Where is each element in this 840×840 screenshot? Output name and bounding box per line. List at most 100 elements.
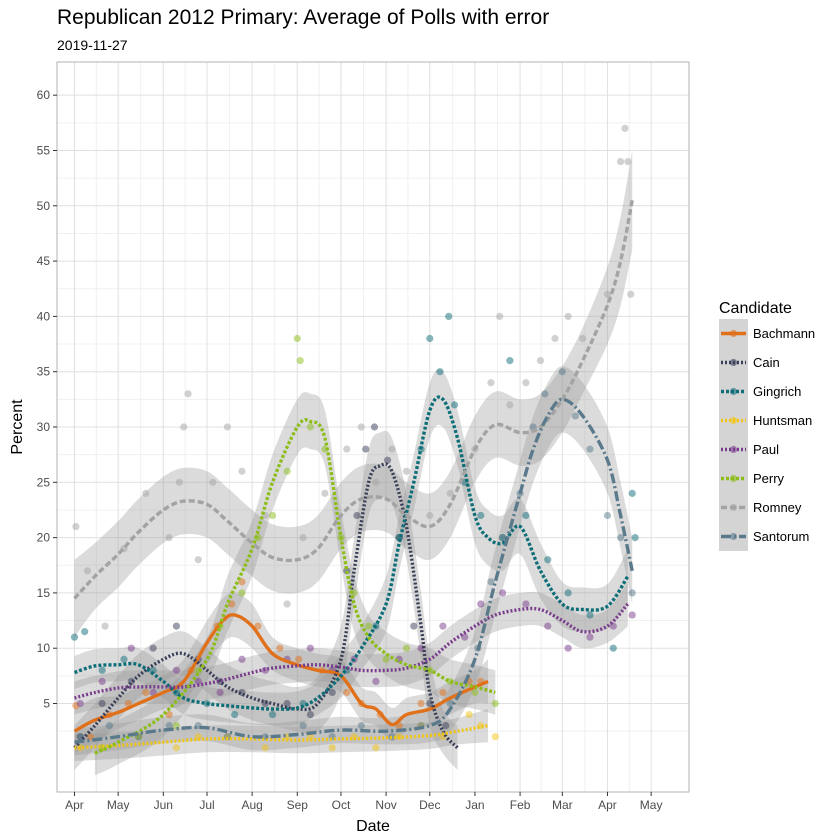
point-santorum bbox=[558, 368, 566, 376]
legend-label-romney: Romney bbox=[753, 500, 802, 515]
point-huntsman bbox=[261, 744, 269, 752]
legend-dot-gingrich bbox=[729, 387, 738, 396]
point-gingrich bbox=[564, 589, 572, 597]
point-romney bbox=[564, 312, 572, 320]
point-paul bbox=[98, 677, 106, 685]
point-santorum bbox=[223, 733, 231, 741]
point-romney bbox=[238, 467, 246, 475]
y-tick-label: 55 bbox=[37, 143, 51, 157]
point-romney bbox=[446, 489, 454, 497]
y-tick-label: 25 bbox=[37, 475, 51, 489]
legend-dot-perry bbox=[729, 474, 738, 483]
line-santorum bbox=[74, 397, 634, 744]
point-perry bbox=[172, 722, 181, 730]
point-huntsman bbox=[439, 733, 447, 741]
x-tick-label: Oct bbox=[332, 798, 351, 812]
y-axis-title: Percent bbox=[9, 399, 26, 455]
point-perry bbox=[365, 622, 373, 630]
point-paul bbox=[499, 589, 507, 597]
line-romney bbox=[73, 199, 634, 600]
point-perry bbox=[268, 511, 277, 520]
legend-dot-bachmann bbox=[729, 329, 738, 338]
point-bachmann bbox=[295, 655, 303, 663]
chart-title: Republican 2012 Primary: Average of Poll… bbox=[57, 6, 550, 29]
point-romney bbox=[283, 600, 291, 608]
point-santorum bbox=[541, 390, 549, 398]
point-paul bbox=[194, 677, 202, 685]
band-cain bbox=[74, 430, 458, 770]
y-tick-label: 35 bbox=[37, 365, 51, 379]
point-santorum bbox=[616, 534, 625, 542]
point-paul bbox=[306, 644, 314, 652]
grid-major bbox=[57, 62, 689, 792]
point-romney bbox=[388, 445, 396, 453]
point-romney bbox=[184, 390, 192, 398]
y-tick-label: 45 bbox=[37, 254, 51, 268]
y-tick-label: 30 bbox=[37, 420, 51, 434]
x-axis-ticks: Apr May Jun Jul Aug Sep Oct Nov Dec Jan Feb Mar Apr M… bbox=[65, 792, 662, 812]
point-paul bbox=[76, 699, 84, 708]
line-gingrich bbox=[73, 395, 630, 711]
y-tick-label: 20 bbox=[37, 531, 51, 545]
legend-label-paul: Paul bbox=[753, 442, 779, 457]
point-romney bbox=[487, 379, 495, 387]
point-romney bbox=[83, 567, 92, 575]
point-cain bbox=[306, 710, 314, 719]
y-tick-label: 50 bbox=[37, 199, 51, 213]
point-gingrich bbox=[477, 511, 485, 520]
point-gingrich bbox=[522, 511, 530, 520]
band-santorum bbox=[74, 366, 633, 756]
x-tick-label: Aug bbox=[241, 798, 262, 812]
point-romney bbox=[175, 478, 183, 486]
point-bachmann bbox=[439, 688, 447, 697]
point-gingrich bbox=[81, 628, 89, 636]
point-bachmann bbox=[142, 688, 150, 697]
point-romney bbox=[343, 445, 351, 453]
x-tick-label: Jun bbox=[154, 798, 173, 812]
point-huntsman bbox=[372, 744, 380, 752]
x-tick-label: Nov bbox=[375, 798, 396, 812]
point-romney bbox=[321, 489, 329, 497]
y-tick-label: 15 bbox=[37, 586, 51, 600]
point-gingrich bbox=[268, 710, 277, 719]
point-gingrich bbox=[450, 401, 459, 409]
point-gingrich bbox=[445, 312, 453, 320]
x-tick-label: Dec bbox=[419, 798, 440, 812]
point-romney bbox=[209, 478, 217, 486]
chart-subtitle: 2019-11-27 bbox=[57, 37, 128, 53]
legend-dot-paul bbox=[729, 445, 738, 454]
x-tick-label: Mar bbox=[552, 798, 573, 812]
legend-dot-romney bbox=[729, 503, 738, 512]
point-paul bbox=[544, 622, 552, 630]
point-gingrich bbox=[506, 357, 514, 365]
point-romney bbox=[72, 522, 80, 531]
point-romney bbox=[402, 467, 411, 475]
point-paul bbox=[149, 688, 157, 697]
point-perry bbox=[491, 699, 499, 708]
point-paul bbox=[586, 633, 594, 641]
point-romney bbox=[357, 423, 365, 431]
point-cain bbox=[172, 622, 181, 630]
point-perry bbox=[402, 644, 411, 652]
legend-label-cain: Cain bbox=[753, 355, 780, 370]
point-perry bbox=[306, 423, 314, 431]
point-romney bbox=[142, 489, 150, 497]
y-axis-ticks: 5 10 15 20 25 30 35 40 45 50 55 60 bbox=[37, 88, 57, 711]
trend-lines bbox=[73, 199, 634, 755]
legend-label-huntsman: Huntsman bbox=[753, 413, 812, 428]
point-santorum bbox=[628, 589, 636, 597]
point-santorum bbox=[446, 699, 454, 708]
point-gingrich bbox=[631, 534, 639, 542]
y-tick-label: 40 bbox=[37, 309, 51, 323]
y-tick-label: 10 bbox=[37, 641, 51, 655]
band-gingrich bbox=[74, 369, 628, 726]
point-perry bbox=[293, 334, 301, 343]
point-gingrich bbox=[120, 655, 128, 663]
point-cain bbox=[442, 722, 450, 730]
line-cain bbox=[73, 462, 459, 750]
point-perry bbox=[238, 589, 246, 597]
point-paul bbox=[216, 688, 224, 697]
band-paul bbox=[74, 581, 628, 715]
point-huntsman bbox=[328, 744, 336, 752]
